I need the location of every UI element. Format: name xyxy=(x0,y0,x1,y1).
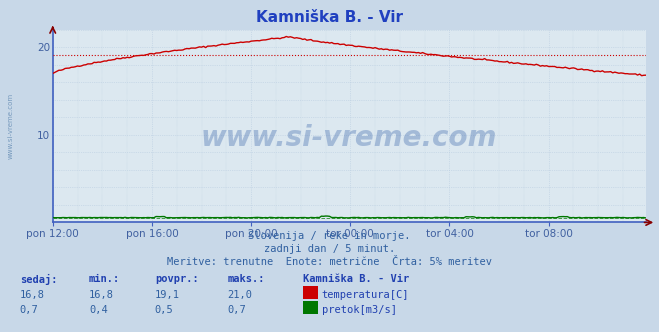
Text: Slovenija / reke in morje.: Slovenija / reke in morje. xyxy=(248,231,411,241)
Text: pretok[m3/s]: pretok[m3/s] xyxy=(322,305,397,315)
Text: 0,7: 0,7 xyxy=(20,305,38,315)
Text: 19,1: 19,1 xyxy=(155,290,180,299)
Text: 16,8: 16,8 xyxy=(89,290,114,299)
Text: 21,0: 21,0 xyxy=(227,290,252,299)
Text: temperatura[C]: temperatura[C] xyxy=(322,290,409,299)
Text: Kamniška B. - Vir: Kamniška B. - Vir xyxy=(256,10,403,25)
Text: povpr.:: povpr.: xyxy=(155,274,198,284)
Text: 16,8: 16,8 xyxy=(20,290,45,299)
Text: min.:: min.: xyxy=(89,274,120,284)
Text: Kamniška B. - Vir: Kamniška B. - Vir xyxy=(303,274,409,284)
Text: 0,4: 0,4 xyxy=(89,305,107,315)
Text: 0,7: 0,7 xyxy=(227,305,246,315)
Text: maks.:: maks.: xyxy=(227,274,265,284)
Text: Meritve: trenutne  Enote: metrične  Črta: 5% meritev: Meritve: trenutne Enote: metrične Črta: … xyxy=(167,257,492,267)
Text: www.si-vreme.com: www.si-vreme.com xyxy=(201,124,498,152)
Text: sedaj:: sedaj: xyxy=(20,274,57,285)
Text: zadnji dan / 5 minut.: zadnji dan / 5 minut. xyxy=(264,244,395,254)
Text: www.si-vreme.com: www.si-vreme.com xyxy=(8,93,14,159)
Text: 0,5: 0,5 xyxy=(155,305,173,315)
